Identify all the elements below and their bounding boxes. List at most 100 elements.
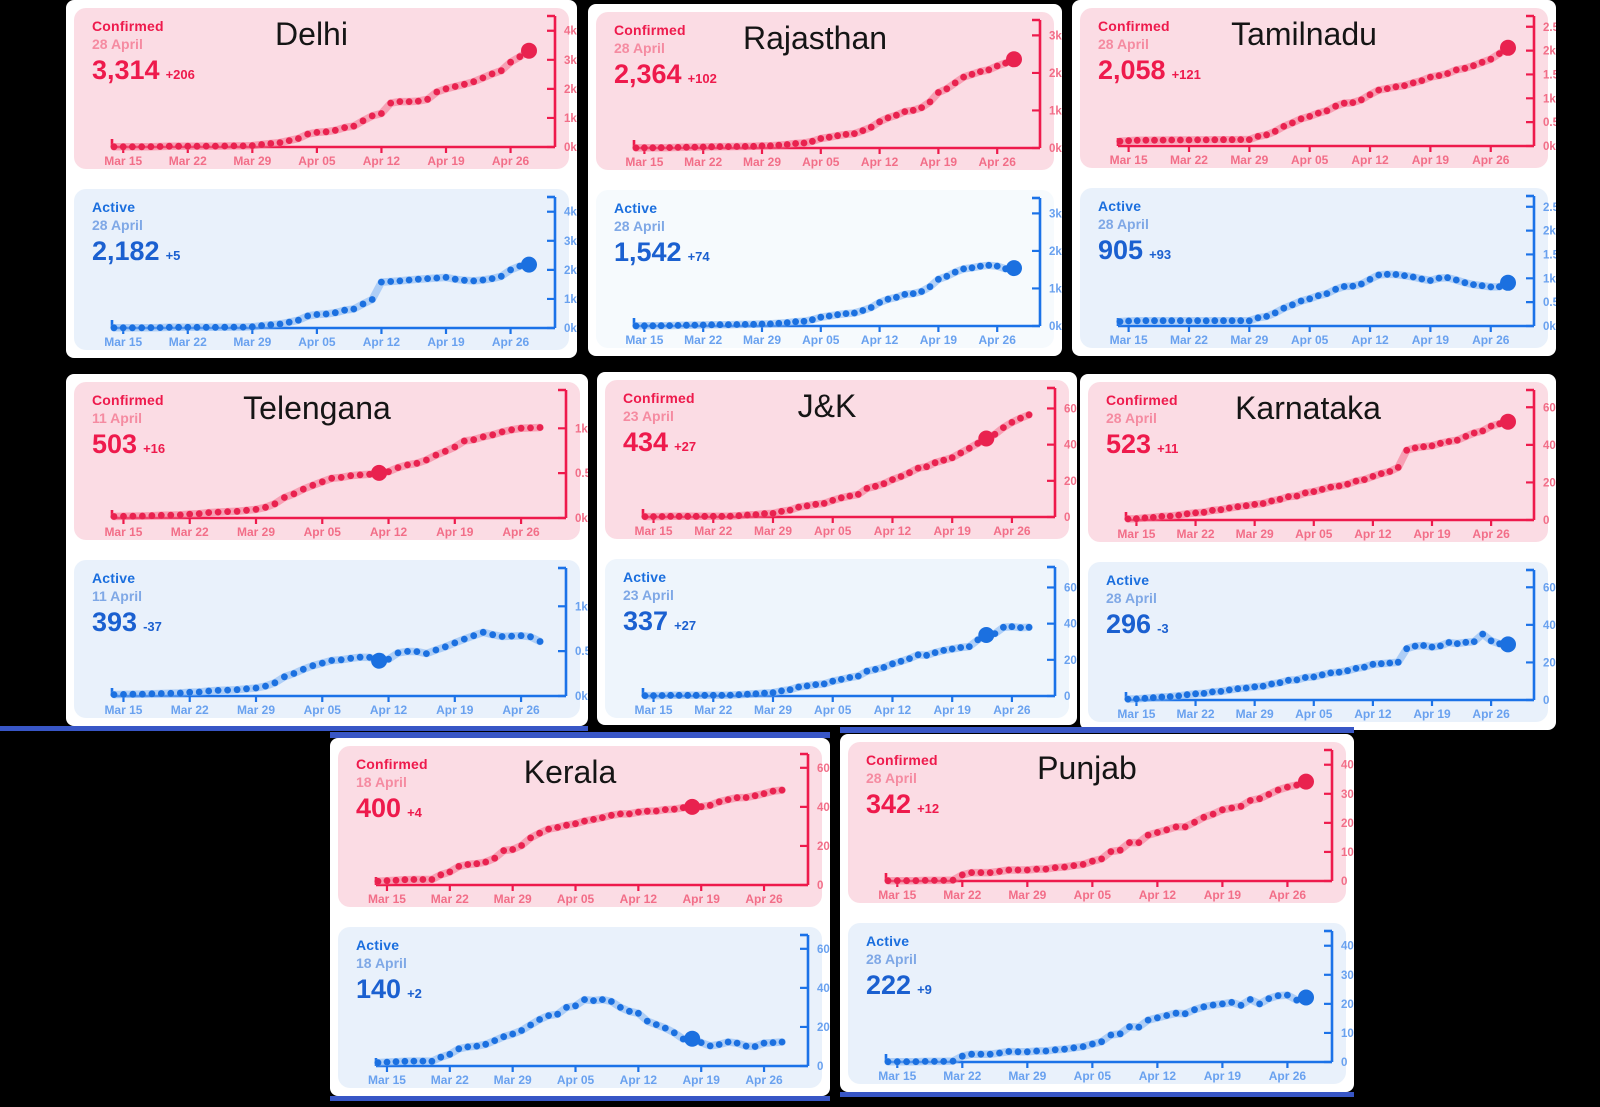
value-delta: +2 <box>407 986 422 1001</box>
j-k-confirmed-chart[interactable]: Mar 15 Mar 22 Mar 29 Apr 05 Apr 12 Apr 19 Apr … <box>605 380 1077 539</box>
x-tick-label: Apr 26 <box>993 703 1031 717</box>
x-tick-label: Apr 12 <box>1139 888 1177 902</box>
active-header: Active 18 April 140 +2 <box>356 937 422 1005</box>
x-tick-label: Apr 26 <box>1472 527 1510 541</box>
karnataka-confirmed-chart[interactable]: Mar 15 Mar 22 Mar 29 Apr 05 Apr 12 Apr 19 Apr … <box>1088 382 1556 542</box>
value-number: 222 <box>866 970 912 1000</box>
selected-point-marker[interactable] <box>521 256 537 273</box>
kerala-confirmed-chart[interactable]: Mar 15 Mar 22 Mar 29 Apr 05 Apr 12 Apr 19 Apr … <box>338 746 830 907</box>
series-value: 905 +93 <box>1098 235 1171 266</box>
series-date: 28 April <box>614 218 665 234</box>
selected-point-marker[interactable] <box>1500 274 1516 291</box>
x-tick-label: Mar 15 <box>635 524 673 538</box>
selected-point-marker[interactable] <box>1298 773 1314 790</box>
kerala-active-chart[interactable]: Mar 15 Mar 22 Mar 29 Apr 05 Apr 12 Apr 19 Apr … <box>338 927 830 1088</box>
selected-point-marker[interactable] <box>978 430 995 447</box>
y-tick-label: 2k <box>1543 226 1556 238</box>
x-tick-label: Mar 15 <box>1117 527 1155 541</box>
series-value: 2,182 +5 <box>92 236 180 267</box>
x-tick-label: Apr 05 <box>557 892 595 906</box>
karnataka-panel: Confirmed 28 April 523 +11 Karnataka Mar 15 Ma… <box>1080 374 1556 730</box>
value-delta: +27 <box>674 439 697 454</box>
x-tick-label: Mar 29 <box>743 155 781 169</box>
x-tick-label: Apr 05 <box>802 155 840 169</box>
rajasthan-confirmed-chart[interactable]: Mar 15 Mar 22 Mar 29 Apr 05 Apr 12 Apr 19 Apr … <box>596 12 1062 170</box>
punjab-active-chart[interactable]: Mar 15 Mar 22 Mar 29 Apr 05 Apr 12 Apr 19 Apr … <box>848 923 1354 1084</box>
series-value: 3,314 +206 <box>92 55 195 86</box>
x-tick-label: Mar 22 <box>169 335 207 349</box>
series-date: 28 April <box>1098 36 1149 52</box>
telengana-confirmed-chart[interactable]: Mar 15 Mar 22 Mar 29 Apr 05 Apr 12 Apr 19 Apr … <box>74 382 588 540</box>
j-k-panel: Confirmed 23 April 434 +27 J&K Mar 15 Mar 22 Ma… <box>597 372 1077 725</box>
x-tick-label: Apr 19 <box>920 155 958 169</box>
x-tick-label: Apr 05 <box>814 703 852 717</box>
x-tick-label: Mar 15 <box>104 335 142 349</box>
value-number: 503 <box>92 429 138 459</box>
series-value: 393 -37 <box>92 607 162 638</box>
x-tick-label: Mar 22 <box>1177 527 1215 541</box>
state-title: J&K <box>797 388 857 424</box>
x-tick-label: Mar 29 <box>233 154 271 168</box>
series-date: 23 April <box>623 587 674 603</box>
selected-point-marker[interactable] <box>1500 39 1516 56</box>
active-header: Active 23 April 337 +27 <box>623 569 696 637</box>
series-value: 222 +9 <box>866 970 932 1001</box>
karnataka-active-chart[interactable]: Mar 15 Mar 22 Mar 29 Apr 05 Apr 12 Apr 19 Apr … <box>1088 562 1556 722</box>
x-tick-label: Mar 15 <box>1117 707 1155 721</box>
value-number: 2,058 <box>1098 55 1166 85</box>
telengana-active-chart[interactable]: Mar 15 Mar 22 Mar 29 Apr 05 Apr 12 Apr 19 Apr … <box>74 560 588 718</box>
series-date: 11 April <box>92 410 143 426</box>
selected-point-marker[interactable] <box>371 652 388 669</box>
selected-point-marker[interactable] <box>521 42 537 59</box>
tamilnadu-confirmed-chart[interactable]: Mar 15 Mar 22 Mar 29 Apr 05 Apr 12 Apr 19 Apr … <box>1080 8 1556 168</box>
selected-point-marker[interactable] <box>684 1030 701 1047</box>
state-title: Delhi <box>275 16 348 52</box>
window-chrome-strip <box>330 1096 830 1101</box>
x-tick-label: Apr 05 <box>304 703 342 717</box>
series-value: 2,364 +102 <box>614 59 717 90</box>
y-tick-label: 2k <box>1049 68 1062 80</box>
delhi-active-chart[interactable]: Mar 15 Mar 22 Mar 29 Apr 05 Apr 12 Apr 19 Apr … <box>74 189 577 350</box>
y-tick-label: 400 <box>1341 760 1354 772</box>
y-tick-label: 400 <box>817 983 830 995</box>
value-number: 434 <box>623 427 669 457</box>
selected-point-marker[interactable] <box>371 464 388 481</box>
value-delta: +12 <box>917 801 940 816</box>
series-date: 28 April <box>92 36 143 52</box>
x-tick-label: Apr 26 <box>1472 333 1510 347</box>
selected-point-marker[interactable] <box>978 627 995 643</box>
x-tick-label: Apr 05 <box>1291 333 1329 347</box>
x-tick-label: Mar 22 <box>1170 153 1208 167</box>
selected-point-marker[interactable] <box>1500 413 1516 430</box>
x-tick-label: Apr 26 <box>1269 1069 1307 1083</box>
selected-point-marker[interactable] <box>1006 260 1022 277</box>
selected-point-marker[interactable] <box>684 798 701 815</box>
y-tick-label: 0.5k <box>575 646 588 658</box>
x-tick-label: Apr 12 <box>370 703 408 717</box>
y-tick-label: 0 <box>1341 1057 1347 1069</box>
y-tick-label: 0k <box>564 142 577 154</box>
value-number: 140 <box>356 974 402 1004</box>
y-tick-label: 200 <box>1543 657 1556 669</box>
x-tick-label: Apr 19 <box>1412 333 1450 347</box>
selected-point-marker[interactable] <box>1006 51 1022 68</box>
y-tick-label: 2k <box>1543 46 1556 58</box>
series-label: Confirmed <box>92 392 164 408</box>
karnataka-confirmed-card: Confirmed 28 April 523 +11 Karnataka Mar 15 Ma… <box>1088 382 1556 542</box>
series-date: 28 April <box>1106 410 1157 426</box>
x-tick-label: Mar 29 <box>754 703 792 717</box>
punjab-confirmed-chart[interactable]: Mar 15 Mar 22 Mar 29 Apr 05 Apr 12 Apr 19 Apr … <box>848 742 1354 903</box>
delhi-confirmed-chart[interactable]: Mar 15 Mar 22 Mar 29 Apr 05 Apr 12 Apr 19 Apr … <box>74 8 577 169</box>
y-tick-label: 200 <box>1341 999 1354 1011</box>
y-tick-label: 200 <box>1064 476 1077 488</box>
confirmed-header: Confirmed 28 April 523 +11 <box>1106 392 1178 460</box>
j-k-active-chart[interactable]: Mar 15 Mar 22 Mar 29 Apr 05 Apr 12 Apr 19 Apr … <box>605 559 1077 718</box>
series-label: Confirmed <box>92 18 164 34</box>
selected-point-marker[interactable] <box>1298 989 1314 1006</box>
x-tick-label: Apr 12 <box>1351 333 1389 347</box>
rajasthan-active-chart[interactable]: Mar 15 Mar 22 Mar 29 Apr 05 Apr 12 Apr 19 Apr … <box>596 190 1062 348</box>
tamilnadu-panel: Confirmed 28 April 2,058 +121 Tamilnadu Mar 1… <box>1072 0 1556 356</box>
selected-point-marker[interactable] <box>1500 636 1516 653</box>
rajasthan-confirmed-card: Confirmed 28 April 2,364 +102 Rajasthan Mar 1… <box>596 12 1062 170</box>
tamilnadu-active-chart[interactable]: Mar 15 Mar 22 Mar 29 Apr 05 Apr 12 Apr 19 Apr … <box>1080 188 1556 348</box>
